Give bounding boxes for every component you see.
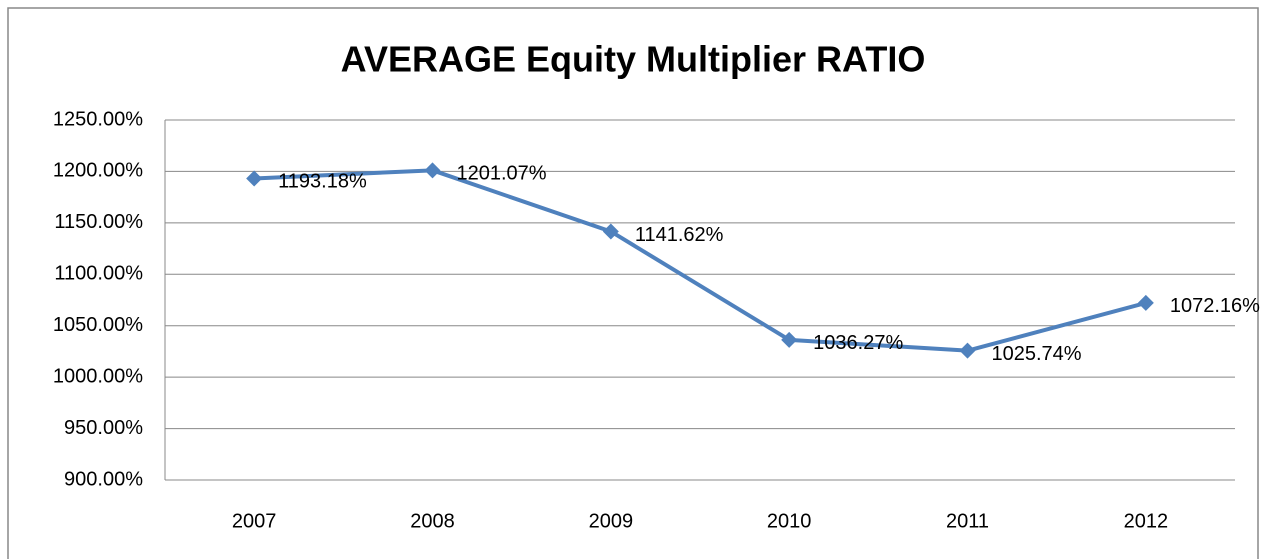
data-label: 1141.62% <box>635 224 724 246</box>
data-label: 1025.74% <box>992 343 1082 365</box>
y-tick-label: 950.00% <box>64 417 143 439</box>
marker <box>959 342 976 359</box>
x-tick-label: 2011 <box>946 510 989 532</box>
x-tick-label: 2012 <box>1124 510 1169 532</box>
line <box>254 168 1147 353</box>
data-label: 1193.18% <box>278 171 367 193</box>
x-tick-label: 2010 <box>767 510 812 532</box>
y-tick-label: 1000.00% <box>53 365 143 387</box>
chart-title: AVERAGE Equity Multiplier RATIO <box>341 39 926 80</box>
y-tick-label: 900.00% <box>64 468 143 490</box>
data-label: 1036.27% <box>813 332 903 354</box>
marker <box>1137 294 1154 311</box>
marker <box>781 331 798 348</box>
x-tick-label: 2008 <box>410 510 455 532</box>
marker <box>246 170 263 187</box>
y-tick-label: 1200.00% <box>53 160 143 182</box>
data-label: 1201.07% <box>457 163 547 185</box>
y-tick-label: 1250.00% <box>53 108 143 130</box>
y-tick-label: 1100.00% <box>54 263 143 285</box>
y-tick-label: 1150.00% <box>54 211 143 233</box>
x-tick-label: 2007 <box>232 510 277 532</box>
marker <box>602 223 619 240</box>
chart-border <box>7 7 1259 559</box>
marker <box>424 162 441 179</box>
data-label: 1072.16% <box>1170 295 1260 317</box>
y-tick-label: 1050.00% <box>53 314 143 336</box>
x-tick-label: 2009 <box>589 510 634 532</box>
